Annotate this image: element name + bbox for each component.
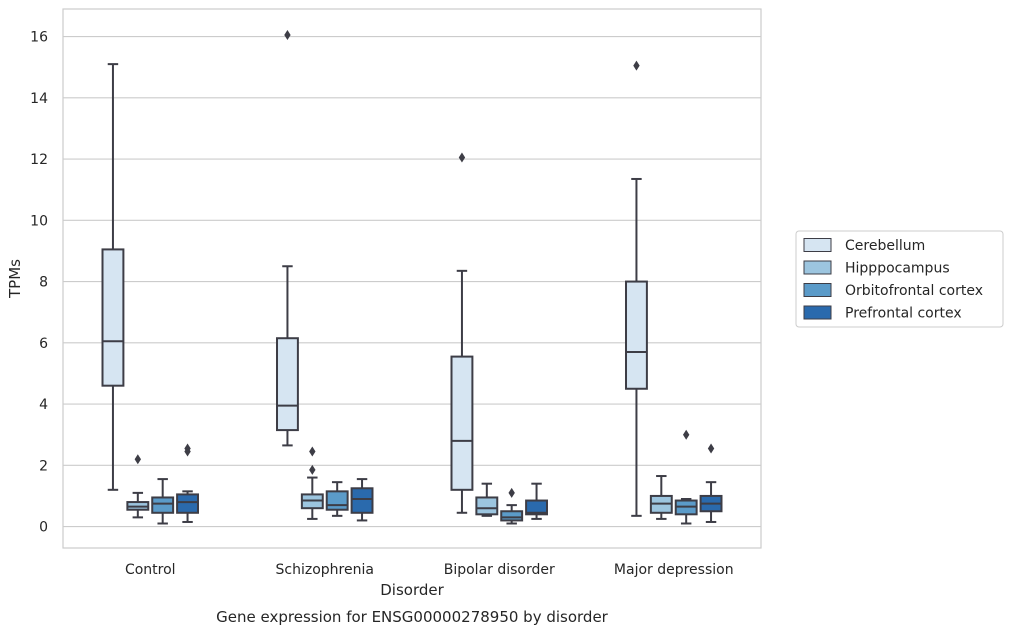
plot-frame bbox=[62, 8, 762, 549]
box-hipppocampus bbox=[649, 475, 673, 520]
box-hipppocampus bbox=[126, 454, 150, 519]
box-orbitofrontal-cortex bbox=[674, 429, 698, 525]
x-tick-label: Bipolar disorder bbox=[444, 562, 555, 578]
y-tick-label: 0 bbox=[39, 520, 48, 536]
box-body bbox=[101, 248, 125, 387]
y-tick-label: 2 bbox=[39, 458, 48, 474]
y-tick-label: 12 bbox=[30, 152, 48, 168]
y-tick-label: 10 bbox=[30, 213, 48, 229]
y-tick-label: 14 bbox=[30, 91, 48, 107]
outlier-point bbox=[707, 443, 715, 454]
box-body bbox=[276, 337, 299, 432]
box-cerebellum bbox=[625, 60, 648, 517]
box-prefrontal-cortex bbox=[525, 482, 548, 520]
x-tick-label: Schizophrenia bbox=[276, 562, 374, 578]
outlier-point bbox=[184, 443, 191, 454]
box-cerebellum bbox=[450, 152, 474, 514]
box-prefrontal-cortex bbox=[176, 443, 199, 523]
y-axis-ticks: 0 2 4 6 8 10 12 14 16 bbox=[30, 30, 48, 536]
box-body bbox=[475, 496, 499, 516]
box-prefrontal-cortex bbox=[350, 478, 374, 522]
x-axis-ticks: Control Schizophrenia Bipolar disorder Majo… bbox=[125, 562, 734, 578]
box-prefrontal-cortex bbox=[699, 443, 723, 523]
legend-swatch bbox=[803, 238, 832, 252]
box-cerebellum bbox=[276, 30, 299, 447]
box-series bbox=[101, 30, 723, 525]
x-tick-label: Control bbox=[125, 562, 176, 578]
box-body bbox=[525, 499, 548, 516]
outlier-point bbox=[682, 429, 690, 440]
outlier-point bbox=[309, 464, 316, 475]
box-orbitofrontal-cortex bbox=[500, 487, 524, 525]
outlier-point bbox=[134, 454, 142, 465]
box-body bbox=[450, 355, 474, 491]
gridlines bbox=[63, 35, 761, 528]
legend-frame bbox=[795, 230, 1004, 328]
box-orbitofrontal-cortex bbox=[325, 481, 349, 517]
legend-label: Cerebellum bbox=[845, 238, 925, 254]
x-axis-label: Disorder bbox=[380, 581, 444, 599]
legend-swatch bbox=[803, 260, 832, 275]
y-tick-label: 16 bbox=[30, 30, 48, 46]
box-body bbox=[350, 487, 374, 514]
outlier-point bbox=[309, 446, 316, 457]
legend: Cerebellum Hipppocampus Orbitofrontal cort… bbox=[795, 230, 1004, 328]
box-hipppocampus bbox=[300, 446, 324, 520]
box-body bbox=[500, 510, 524, 522]
legend-label: Prefrontal cortex bbox=[845, 306, 962, 322]
y-tick-label: 6 bbox=[39, 336, 48, 352]
legend-swatch bbox=[803, 283, 832, 297]
legend-swatch bbox=[803, 305, 832, 320]
box-cerebellum bbox=[101, 63, 125, 491]
box-body bbox=[625, 280, 648, 390]
y-tick-label: 8 bbox=[39, 275, 48, 291]
outlier-point bbox=[284, 30, 291, 41]
outlier-point bbox=[458, 152, 466, 163]
legend-label: Orbitofrontal cortex bbox=[845, 283, 983, 299]
box-body bbox=[325, 490, 349, 511]
legend-label: Hipppocampus bbox=[845, 261, 950, 277]
x-tick-label: Major depression bbox=[614, 562, 734, 578]
box-body bbox=[151, 496, 175, 514]
y-tick-label: 4 bbox=[39, 397, 48, 413]
y-axis-label: TPMs bbox=[6, 259, 24, 299]
outlier-point bbox=[508, 487, 515, 498]
box-body bbox=[176, 493, 199, 514]
outlier-point bbox=[633, 60, 640, 71]
box-orbitofrontal-cortex bbox=[151, 478, 175, 525]
box-hipppocampus bbox=[475, 482, 499, 517]
chart-caption: Gene expression for ENSG00000278950 by d… bbox=[216, 608, 609, 626]
